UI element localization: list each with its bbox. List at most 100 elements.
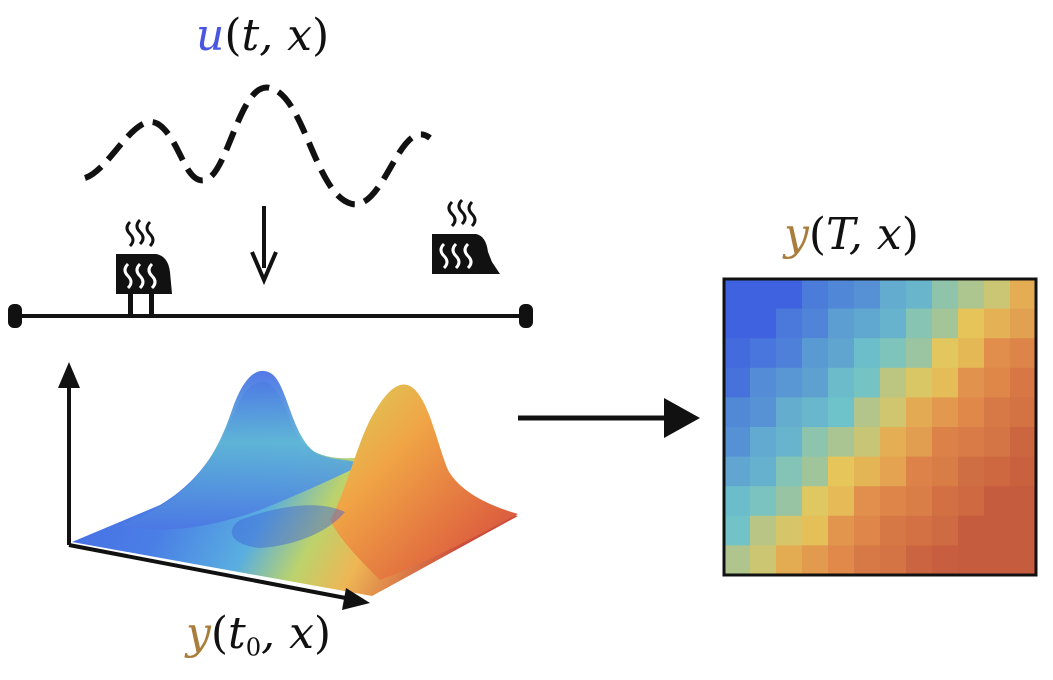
final-open-paren: (: [808, 209, 827, 260]
initial-state-surface: [72, 370, 518, 596]
heatmap-cell: [750, 545, 777, 576]
heatmap-cell: [776, 545, 803, 576]
heatmap-cell: [724, 367, 751, 398]
final-state-heatmap: [724, 279, 1037, 576]
heatmap-cell: [880, 545, 907, 576]
heatmap-cell: [958, 486, 985, 517]
heatmap-cell: [880, 456, 907, 487]
initial-args-pre: t: [228, 608, 246, 659]
heatmap-border: [722, 277, 1038, 577]
heatmap-cell: [828, 456, 855, 487]
heatmap-cell: [880, 486, 907, 517]
heatmap-cell: [724, 427, 751, 458]
heatmap-cell: [880, 338, 907, 369]
final-state-label: y(T, x): [784, 213, 919, 257]
heatmap-cell: [984, 397, 1011, 428]
heatmap-cell: [932, 367, 959, 398]
heatmap-cell: [932, 515, 959, 546]
transition-arrow-head: [664, 398, 700, 438]
heatmap-cell: [984, 338, 1011, 369]
heatmap-cell: [984, 427, 1011, 458]
heatmap-cell: [854, 545, 881, 576]
heatmap-cell: [1010, 515, 1037, 546]
heatmap-cell: [854, 486, 881, 517]
heatmap-cell: [984, 308, 1011, 339]
heatmap-cell: [880, 279, 907, 310]
heatmap-cell: [724, 486, 751, 517]
heatmap-cell: [776, 427, 803, 458]
heatmap-cell: [854, 515, 881, 546]
heatmap-cell: [802, 367, 829, 398]
vertical-axis-head: [58, 362, 80, 388]
heatmap-cell: [906, 486, 933, 517]
control-open-paren: (: [224, 10, 242, 61]
heatmap-cell: [750, 308, 777, 339]
heatmap-cell: [724, 515, 751, 546]
heatmap-cell: [724, 545, 751, 576]
heatmap-cell: [854, 279, 881, 310]
heatmap-cell: [776, 515, 803, 546]
heatmap-cell: [724, 456, 751, 487]
initial-args-post: , x: [261, 608, 314, 659]
heatmap-cell: [984, 515, 1011, 546]
initial-close-paren: ): [313, 608, 332, 659]
heatmap-cell: [958, 338, 985, 369]
heatmap-cell: [750, 367, 777, 398]
heatmap-cell: [802, 427, 829, 458]
heatmap-cell: [854, 456, 881, 487]
initial-open-paren: (: [210, 608, 229, 659]
initial-func-symbol: y: [186, 608, 211, 659]
heatmap-cell: [906, 545, 933, 576]
heatmap-cell: [958, 427, 985, 458]
heatmap-cell: [880, 308, 907, 339]
heatmap-cell: [984, 545, 1011, 576]
heatmap-cell: [724, 279, 751, 310]
heatmap-cell: [958, 515, 985, 546]
heatmap-cell: [958, 367, 985, 398]
heatmap-cell: [750, 456, 777, 487]
heatmap-cell: [984, 279, 1011, 310]
rod-right-end: [519, 304, 533, 328]
heatmap-cell: [854, 308, 881, 339]
heat-source-icon: [432, 198, 500, 274]
final-args: T, x: [826, 209, 902, 260]
heatmap-cell: [776, 308, 803, 339]
heatmap-cell: [906, 367, 933, 398]
heatmap-cell: [828, 427, 855, 458]
heatmap-cell: [776, 456, 803, 487]
heatmap-cell: [750, 427, 777, 458]
heatmap-cell: [828, 338, 855, 369]
heatmap-cell: [880, 397, 907, 428]
heatmap-cell: [958, 279, 985, 310]
heatmap-cell: [1010, 279, 1037, 310]
horizontal-axis-head: [342, 588, 370, 610]
heatmap-cell: [828, 367, 855, 398]
initial-state-label: y(t0, x): [186, 612, 331, 660]
heatmap-cell: [750, 279, 777, 310]
heatmap-cell: [1010, 427, 1037, 458]
heatmap-cell: [880, 367, 907, 398]
heatmap-cell: [906, 427, 933, 458]
heatmap-cell: [1010, 545, 1037, 576]
heatmap-cell: [750, 486, 777, 517]
heatmap-cell: [750, 397, 777, 428]
heatmap-cell: [1010, 456, 1037, 487]
heatmap-cell: [1010, 367, 1037, 398]
control-close-paren: ): [311, 10, 330, 61]
final-close-paren: ): [901, 209, 919, 260]
rod-left-end: [8, 304, 22, 328]
heatmap-cell: [802, 545, 829, 576]
heatmap-cell: [776, 279, 803, 310]
heatmap-cell: [776, 397, 803, 428]
heatmap-cell: [958, 308, 985, 339]
control-signal-curve: [83, 84, 432, 208]
heatmap-cell: [802, 456, 829, 487]
heatmap-cell: [854, 397, 881, 428]
heatmap-cell: [802, 279, 829, 310]
heatmap-cell: [906, 308, 933, 339]
heatmap-cell: [932, 279, 959, 310]
heatmap-cell: [958, 545, 985, 576]
control-args: t, x: [241, 10, 312, 61]
